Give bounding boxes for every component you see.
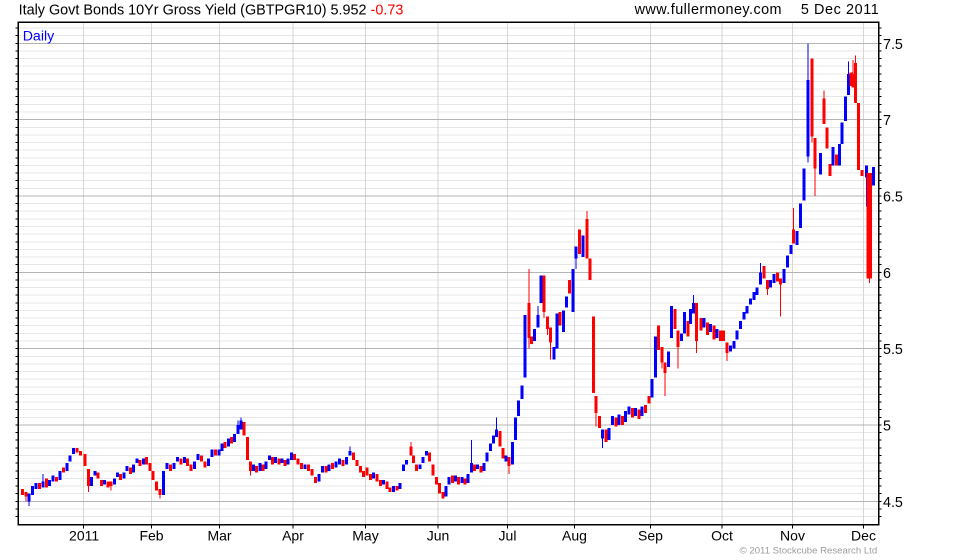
svg-text:Daily: Daily [23,28,55,44]
svg-text:Italy Govt Bonds 10Yr Gross Yi: Italy Govt Bonds 10Yr Gross Yield (GBTPG… [19,2,404,18]
svg-text:5: 5 [883,419,891,435]
svg-text:Nov: Nov [780,528,805,544]
svg-text:6: 6 [883,266,891,282]
svg-text:Feb: Feb [139,528,163,544]
svg-text:Jun: Jun [427,528,450,544]
svg-text:Mar: Mar [207,528,231,544]
svg-text:Sep: Sep [638,528,663,544]
svg-text:6.5: 6.5 [883,190,903,206]
svg-text:May: May [352,528,378,544]
svg-text:© 2011 Stockcube Research Ltd: © 2011 Stockcube Research Ltd [740,546,878,557]
svg-text:Dec: Dec [851,528,876,544]
svg-text:5.5: 5.5 [883,342,903,358]
svg-text:www.fullermoney.com: www.fullermoney.com [634,2,782,18]
svg-text:7: 7 [883,113,891,129]
svg-text:Apr: Apr [282,528,304,544]
svg-text:4.5: 4.5 [883,495,903,511]
svg-text:Oct: Oct [711,528,733,544]
svg-text:Jul: Jul [499,528,517,544]
svg-text:5 Dec 2011: 5 Dec 2011 [801,2,880,18]
svg-text:Aug: Aug [562,528,587,544]
svg-text:7.5: 7.5 [883,37,903,53]
svg-text:2011: 2011 [69,528,99,544]
